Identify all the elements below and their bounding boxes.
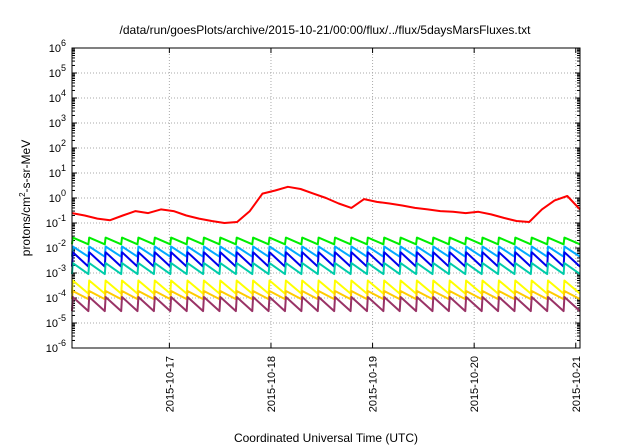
y-tick-label-exp: 2	[61, 138, 66, 148]
y-tick-label: 102	[49, 138, 66, 155]
y-tick-label-base: 10	[46, 243, 58, 255]
y-tick-label-exp: -6	[58, 338, 66, 348]
y-tick-label: 10-1	[46, 213, 66, 230]
series-line-2	[71, 245, 581, 258]
y-tick-label-exp: 5	[61, 63, 66, 73]
series-line-4	[71, 262, 581, 276]
x-tick-label: 2015-10-18	[266, 356, 278, 412]
y-tick-label-base: 10	[46, 293, 58, 305]
x-tick-label: 2015-10-21	[571, 356, 583, 412]
y-tick-label-exp: 0	[61, 188, 66, 198]
y-tick-label: 101	[49, 163, 66, 180]
y-tick-label-base: 10	[49, 43, 61, 55]
x-axis-title: Coordinated Universal Time (UTC)	[234, 431, 418, 445]
y-tick-label: 104	[49, 88, 66, 105]
y-tick-label-exp: 3	[61, 113, 66, 123]
series-line-7	[71, 296, 581, 313]
chart-title: /data/run/goesPlots/archive/2015-10-21/0…	[120, 23, 532, 37]
x-tick-label: 2015-10-20	[469, 356, 481, 412]
plot-frame	[71, 47, 581, 349]
y-tick-label-base: 10	[46, 343, 58, 355]
y-axis-title-base: protons/cm	[19, 197, 33, 256]
y-tick-label-exp: 6	[61, 38, 66, 48]
series-line-5	[71, 279, 581, 295]
y-tick-label-base: 10	[49, 93, 61, 105]
y-tick-label-exp: 1	[61, 163, 66, 173]
x-tick-label: 2015-10-17	[164, 356, 176, 412]
y-tick-label-exp: -5	[58, 313, 66, 323]
y-tick-label: 103	[49, 113, 66, 130]
y-tick-label-exp: -2	[58, 238, 66, 248]
y-tick-label: 100	[49, 188, 66, 205]
x-axis-ticks: 2015-10-17 2015-10-18 2015-10-19 2015-10-20…	[164, 48, 583, 412]
y-tick-label: 10-6	[46, 338, 66, 355]
y-tick-label-exp: -3	[58, 263, 66, 273]
y-tick-label-base: 10	[49, 68, 61, 80]
y-axis-title-rest: -s-sr-MeV	[19, 140, 33, 193]
y-tick-label-base: 10	[49, 143, 61, 155]
x-tick-label: 2015-10-19	[368, 356, 380, 412]
series-line-1	[71, 236, 581, 246]
y-tick-label: 105	[49, 63, 66, 80]
y-tick-label-base: 10	[46, 318, 58, 330]
y-tick-label-base: 10	[46, 268, 58, 280]
series-line-6	[71, 290, 581, 301]
y-tick-label-base: 10	[49, 193, 61, 205]
y-axis-title: protons/cm2-s-sr-MeV	[18, 140, 33, 256]
series-line-3	[71, 251, 581, 268]
y-tick-label: 10-2	[46, 238, 66, 255]
y-tick-label: 10-4	[46, 288, 66, 305]
y-tick-label: 10-5	[46, 313, 66, 330]
y-tick-label-base: 10	[49, 168, 61, 180]
y-tick-label-exp: -4	[58, 288, 66, 298]
y-tick-label-exp: -1	[58, 213, 66, 223]
y-tick-label-exp: 4	[61, 88, 66, 98]
series-lines	[71, 185, 581, 313]
y-tick-label: 106	[49, 38, 66, 55]
y-tick-label: 10-3	[46, 263, 66, 280]
y-axis-title-sup: 2	[18, 192, 27, 197]
y-tick-label-base: 10	[49, 118, 61, 130]
y-tick-label-base: 10	[46, 218, 58, 230]
series-line-0	[71, 185, 581, 224]
